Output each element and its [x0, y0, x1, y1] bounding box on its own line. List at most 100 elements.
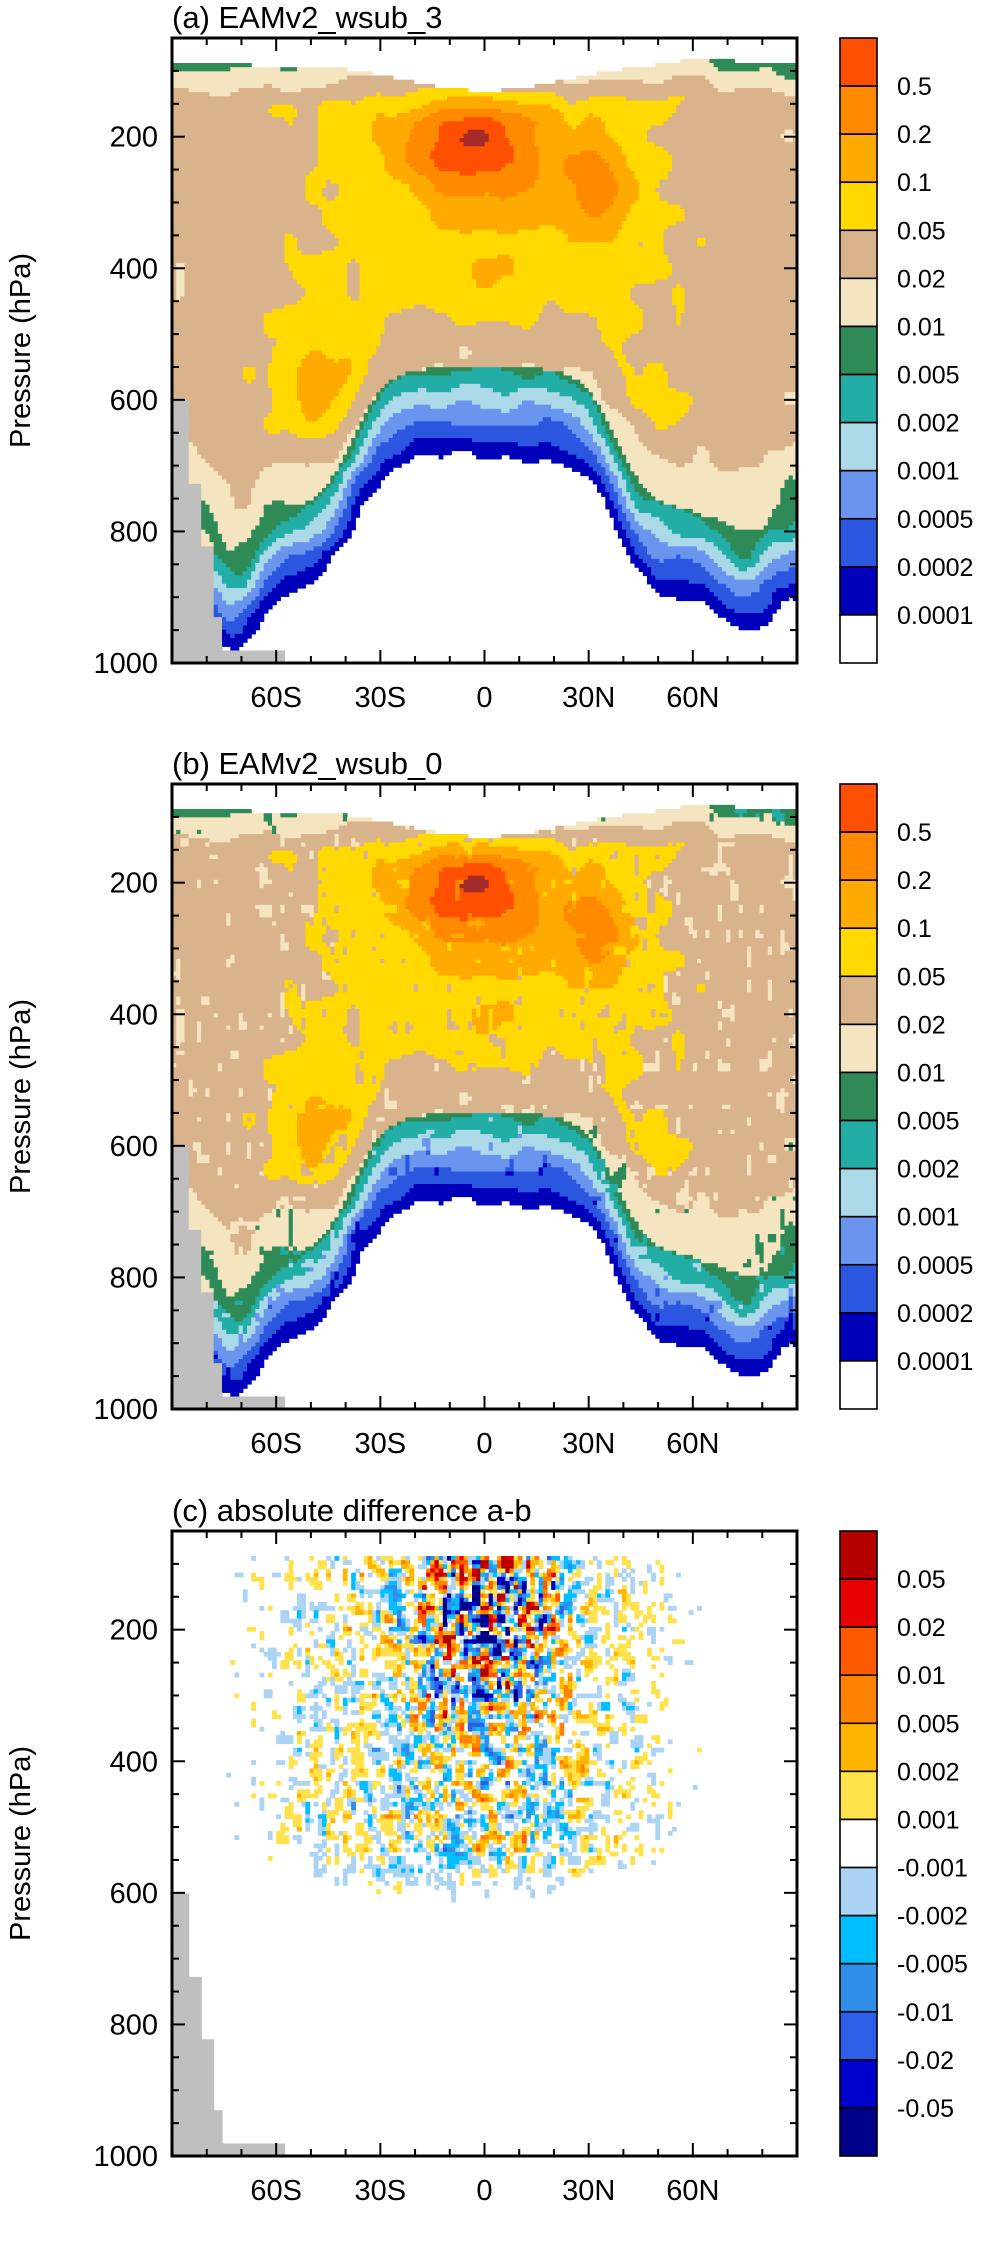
- field-cell: [788, 1296, 794, 1302]
- field-cell: [222, 1284, 248, 1289]
- field-cell: [176, 959, 181, 964]
- field-cell: [680, 533, 723, 539]
- field-cell: [201, 517, 215, 522]
- field-cell: [697, 1196, 711, 1202]
- field-cell: [534, 929, 577, 935]
- field-cell: [513, 1171, 540, 1177]
- field-cell: [726, 538, 761, 543]
- field-cell: [626, 959, 631, 964]
- field-cell: [626, 1259, 636, 1264]
- field-cell: [397, 1175, 573, 1181]
- field-cell: [313, 563, 327, 568]
- field-cell: [384, 913, 415, 918]
- field-cell: [630, 1221, 640, 1227]
- field-cell: [172, 613, 215, 618]
- field-cell: [772, 1346, 781, 1352]
- field-cell: [459, 138, 490, 143]
- field-cell: [326, 196, 336, 202]
- colorbar-box: [839, 469, 878, 520]
- field-cell: [172, 483, 202, 489]
- field-cell: [459, 350, 473, 356]
- field-cell: [305, 354, 327, 360]
- field-cell: [338, 834, 419, 839]
- field-cell: [238, 1359, 252, 1364]
- field-cell: [263, 321, 386, 327]
- field-cell: [555, 79, 565, 85]
- field-cell: [676, 108, 798, 114]
- field-cell: [322, 954, 431, 960]
- field-cell: [642, 313, 677, 318]
- field-cell: [667, 1129, 677, 1135]
- field-cell: [672, 1275, 719, 1281]
- field-cell: [663, 1246, 756, 1252]
- field-cell: [288, 1300, 323, 1306]
- field-cell: [305, 1246, 315, 1252]
- field-cell: [551, 829, 556, 835]
- field-cell: [176, 967, 181, 973]
- field-cell: [572, 892, 577, 898]
- field-cell: [584, 1171, 598, 1177]
- field-cell: [534, 888, 619, 893]
- field-cell: [205, 500, 236, 506]
- field-cell: [647, 129, 786, 135]
- field-cell: [717, 917, 723, 923]
- field-cell: [301, 404, 331, 410]
- field-cell: [172, 904, 256, 910]
- field-cell: [188, 421, 265, 427]
- field-cell: [251, 1154, 273, 1160]
- field-cell: [255, 1317, 273, 1323]
- field-cell: [272, 308, 402, 314]
- field-cell: [488, 884, 511, 889]
- field-cell: [672, 1038, 686, 1043]
- field-cell: [351, 1113, 369, 1118]
- field-cell: [788, 1284, 798, 1289]
- field-cell: [305, 292, 348, 297]
- field-cell: [251, 492, 319, 497]
- colorbar-label: 0.2: [897, 867, 932, 895]
- field-cell: [334, 396, 356, 402]
- field-cell: [359, 275, 473, 281]
- field-cell: [347, 413, 365, 418]
- field-cell: [372, 425, 381, 431]
- field-cell: [384, 329, 602, 335]
- field-cell: [301, 1021, 306, 1027]
- field-cell: [484, 938, 490, 943]
- field-cell: [172, 625, 223, 631]
- field-cell: [288, 1246, 294, 1252]
- field-cell: [613, 1250, 623, 1256]
- colorbar-label: 0.002: [897, 410, 960, 438]
- field-cell: [172, 113, 273, 118]
- field-cell: [230, 492, 252, 497]
- field-cell: [288, 1225, 294, 1231]
- field-cell: [605, 483, 615, 489]
- field-cell: [372, 454, 394, 460]
- field-cell: [422, 863, 465, 868]
- field-cell: [326, 1146, 331, 1152]
- field-cell: [763, 1354, 777, 1360]
- field-cell: [605, 1204, 615, 1210]
- field-cell: [226, 917, 231, 923]
- field-cell: [776, 588, 798, 593]
- field-cell: [730, 884, 740, 889]
- field-cell: [522, 1204, 540, 1210]
- field-cell: [334, 1254, 344, 1260]
- field-cell: [372, 946, 377, 952]
- field-cell: [459, 842, 477, 848]
- field-cell: [717, 1025, 723, 1031]
- field-cell: [705, 821, 777, 827]
- field-cell: [401, 408, 502, 414]
- field-cell: [251, 563, 256, 568]
- field-cell: [617, 1242, 627, 1248]
- field-cell: [609, 467, 619, 472]
- colorbar-box: [839, 1360, 878, 1410]
- field-cell: [522, 325, 531, 331]
- field-cell: [359, 1021, 394, 1027]
- field-cell: [242, 371, 256, 377]
- field-cell: [347, 525, 356, 531]
- field-cell: [309, 946, 331, 952]
- field-cell: [638, 854, 656, 860]
- field-cell: [472, 1184, 581, 1189]
- field-cell: [351, 1221, 356, 1227]
- field-cell: [738, 567, 748, 572]
- field-cell: [713, 1321, 736, 1327]
